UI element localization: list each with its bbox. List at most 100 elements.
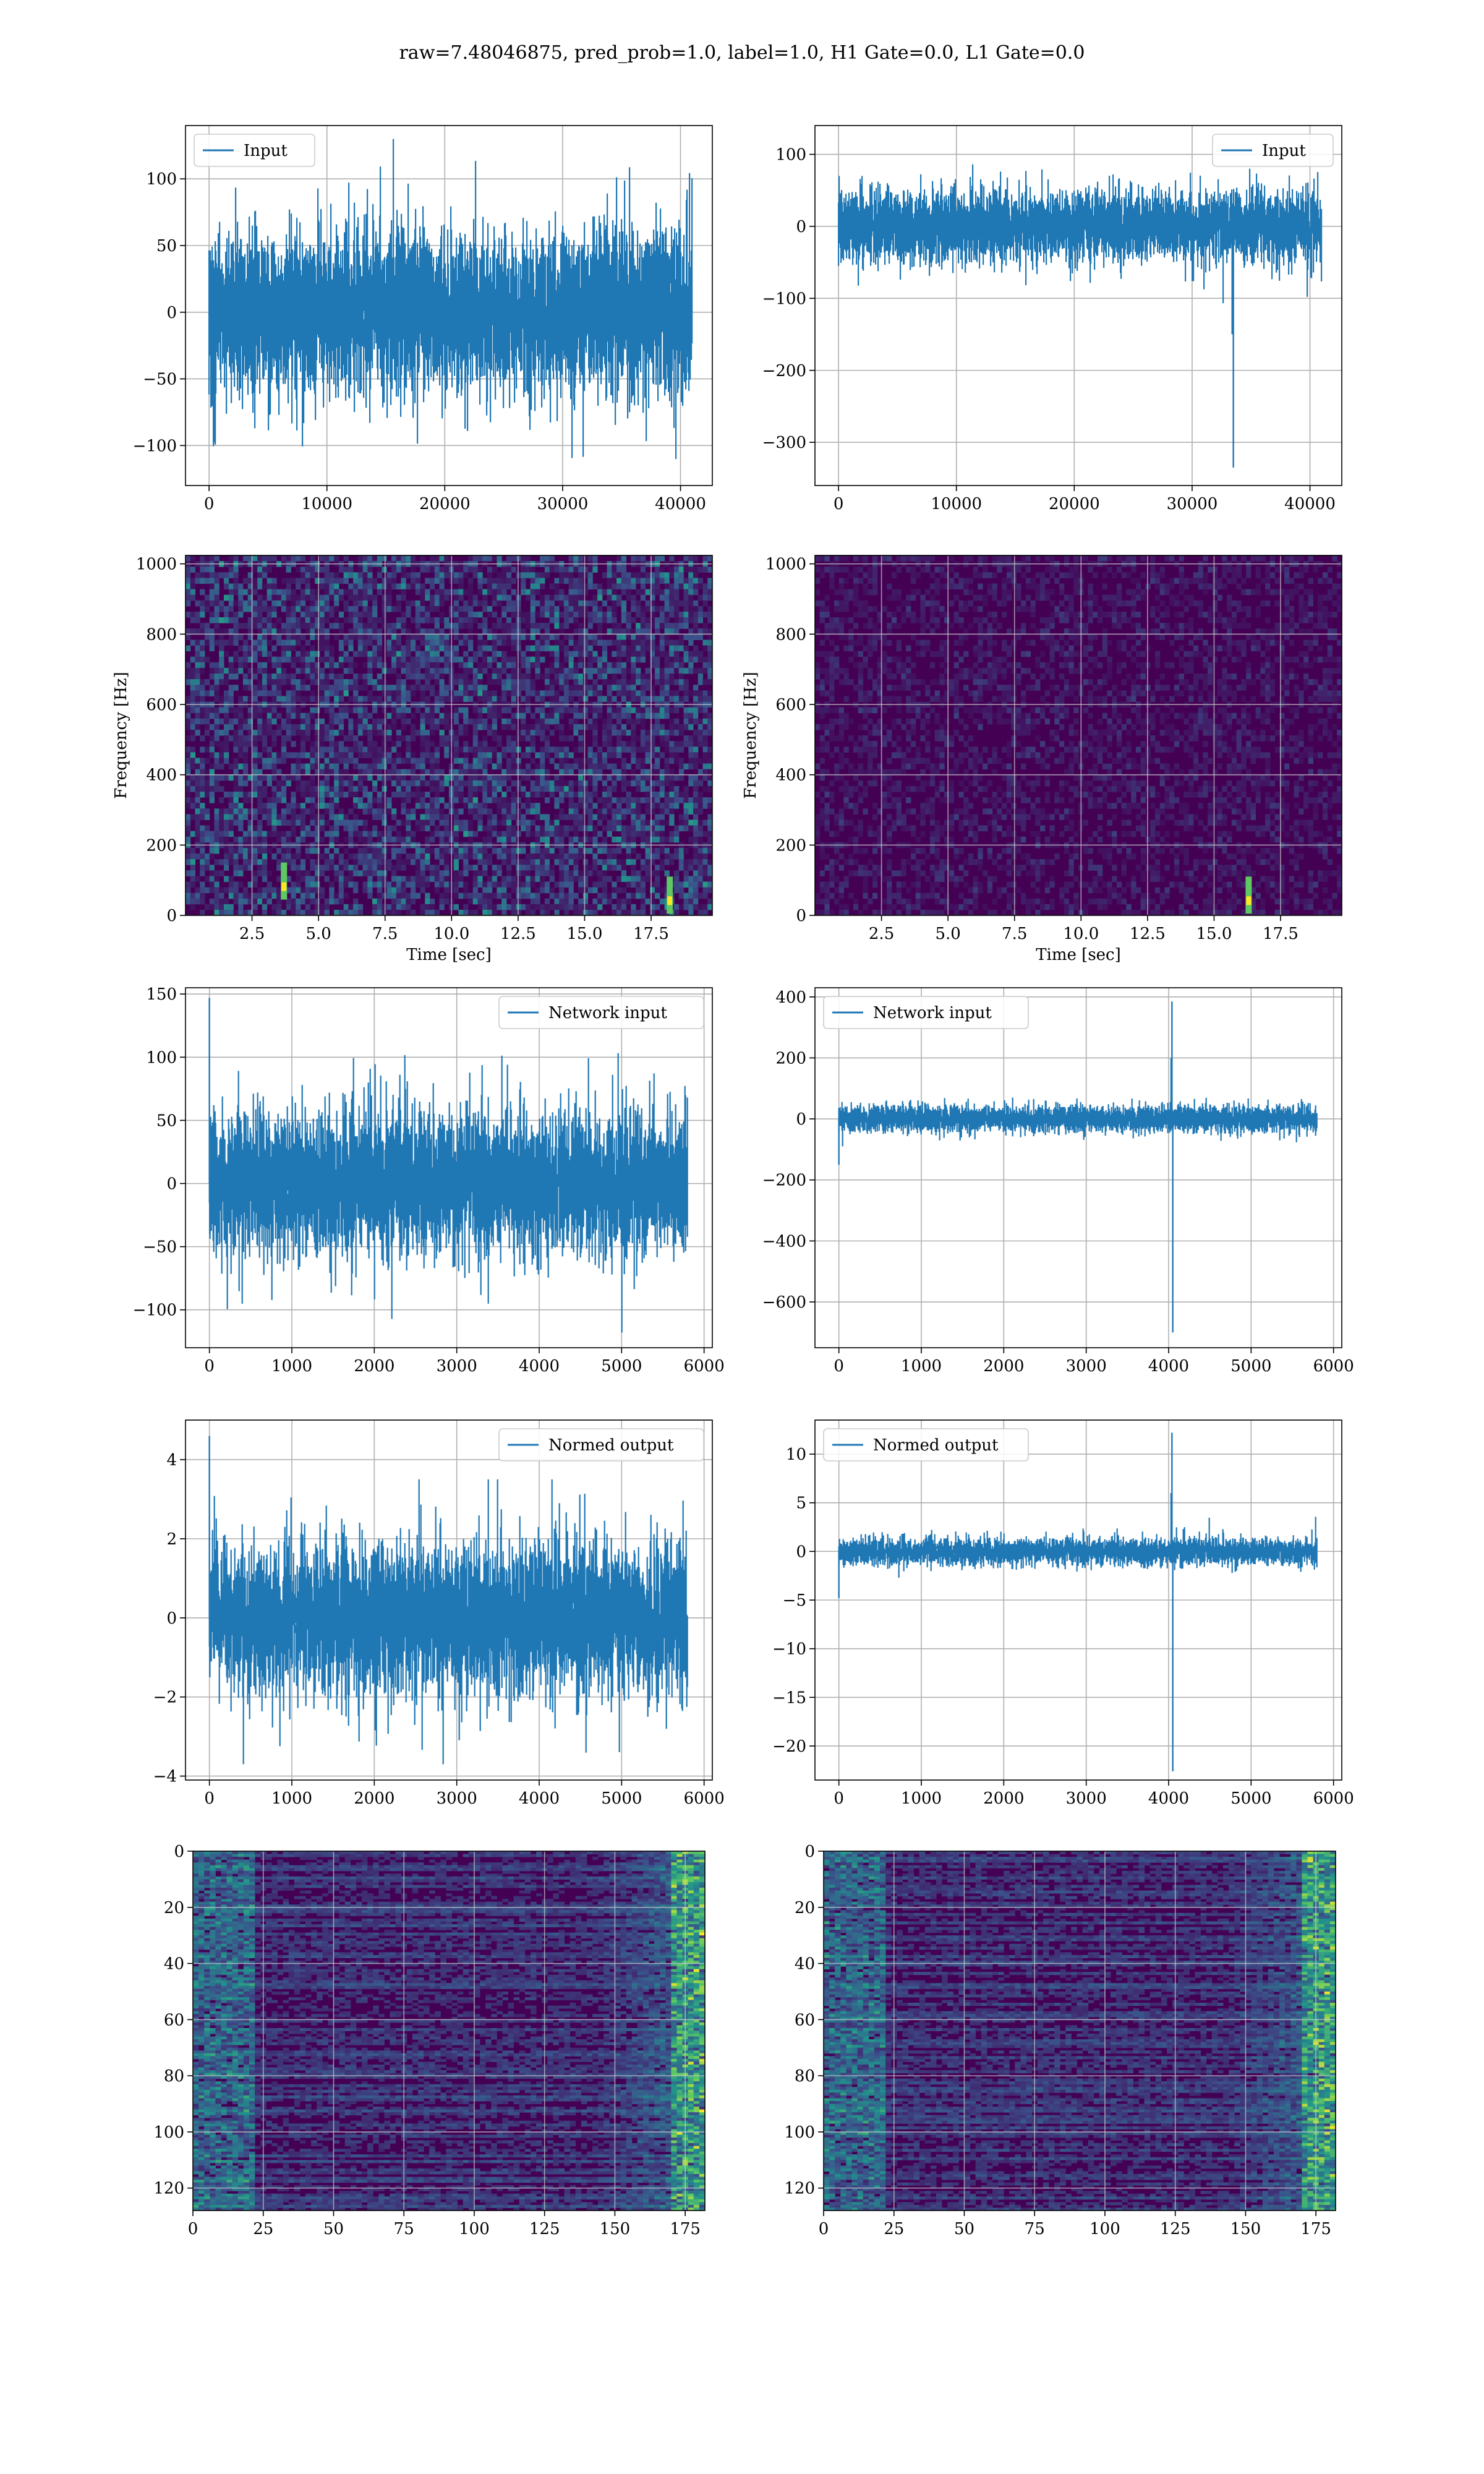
heatmap-cell [592,741,597,747]
heatmap-cell [573,628,578,635]
heatmap-cell [569,854,574,860]
heatmap-cell [674,786,679,792]
heatmap-cell [468,792,473,798]
heatmap-cell [200,601,205,607]
heatmap-cell [372,808,377,815]
heatmap-cell [396,662,401,669]
heatmap-cell [386,634,391,640]
heatmap-cell [458,690,463,696]
heatmap-cell [320,786,325,792]
heatmap-cell [252,567,257,573]
heatmap-cell [310,567,315,573]
heatmap-cell [641,758,646,764]
heatmap-cell [305,831,310,837]
heatmap-cell [377,881,382,888]
heatmap-cell [363,713,368,719]
heatmap-cell [291,910,296,916]
heatmap-cell [626,719,631,725]
heatmap-cell [224,848,229,854]
heatmap-cell [477,870,482,876]
heatmap-cell [391,826,396,832]
heatmap-cell [420,690,425,696]
heatmap-cell [233,881,238,888]
heatmap-cell [267,848,272,854]
heatmap-cell [621,775,626,781]
heatmap-cell [473,758,478,764]
heatmap-cell [281,623,286,629]
heatmap-cell [262,730,267,736]
heatmap-cell [501,657,506,663]
heatmap-cell [545,628,550,635]
heatmap-cell [578,646,583,652]
heatmap-cell [473,651,478,657]
heatmap-cell [416,859,420,865]
heatmap-cell [348,612,353,618]
heatmap-cell [636,814,641,820]
heatmap-cell [229,601,234,607]
heatmap-cell [641,640,646,646]
heatmap-cell [631,893,636,899]
heatmap-cell [243,623,248,629]
heatmap-cell [296,769,301,776]
heatmap-cell [646,646,650,652]
heatmap-cell [482,769,487,776]
heatmap-cell [660,696,665,702]
heatmap-cell [267,831,272,837]
heatmap-cell [233,713,238,719]
heatmap-cell [458,572,463,578]
heatmap-cell [224,735,229,742]
heatmap-cell [559,758,564,764]
heatmap-cell [348,730,353,736]
heatmap-cell [243,646,248,652]
heatmap-cell [396,674,401,680]
heatmap-cell [190,583,195,589]
heatmap-cell [205,595,210,601]
heatmap-cell [616,747,621,753]
heatmap-cell [583,837,588,843]
heatmap-cell [210,572,215,578]
heatmap-cell [641,910,646,916]
heatmap-cell [186,870,190,876]
heatmap-cell [214,662,219,669]
heatmap-cell [348,628,353,635]
heatmap-cell [301,792,305,798]
heatmap-cell [487,646,492,652]
heatmap-cell [616,769,621,776]
heatmap-cell [411,578,416,584]
heatmap-cell [554,803,559,809]
heatmap-cell [612,910,616,916]
heatmap-cell [531,831,535,837]
heatmap-cell [296,854,301,860]
heatmap-cell [411,713,416,719]
heatmap-cell [435,881,440,888]
heatmap-cell [411,674,416,680]
heatmap-cell [296,888,301,894]
heatmap-cell [205,690,210,696]
heatmap-cell [367,713,372,719]
heatmap-cell [396,792,401,798]
heatmap-cell [473,752,478,758]
heatmap-cell [669,786,674,792]
heatmap-cell [487,786,492,792]
heatmap-cell [310,781,315,787]
heatmap-cell [569,888,574,894]
heatmap-cell [545,646,550,652]
heatmap-cell [458,876,463,882]
heatmap-cell [325,690,330,696]
heatmap-cell [521,859,526,865]
heatmap-cell [363,831,368,837]
heatmap-cell [569,808,574,815]
heatmap-cell [286,735,291,742]
heatmap-cell [612,904,616,910]
heatmap-cell [190,758,195,764]
heatmap-cell [363,640,368,646]
heatmap-cell [286,589,291,596]
heatmap-cell [535,719,540,725]
heatmap-cell [573,803,578,809]
heatmap-cell [473,657,478,663]
heatmap-cell [597,876,602,882]
heatmap-cell [367,831,372,837]
heatmap-cell [377,775,382,781]
heatmap-cell [224,668,229,674]
heatmap-cell [271,628,276,635]
